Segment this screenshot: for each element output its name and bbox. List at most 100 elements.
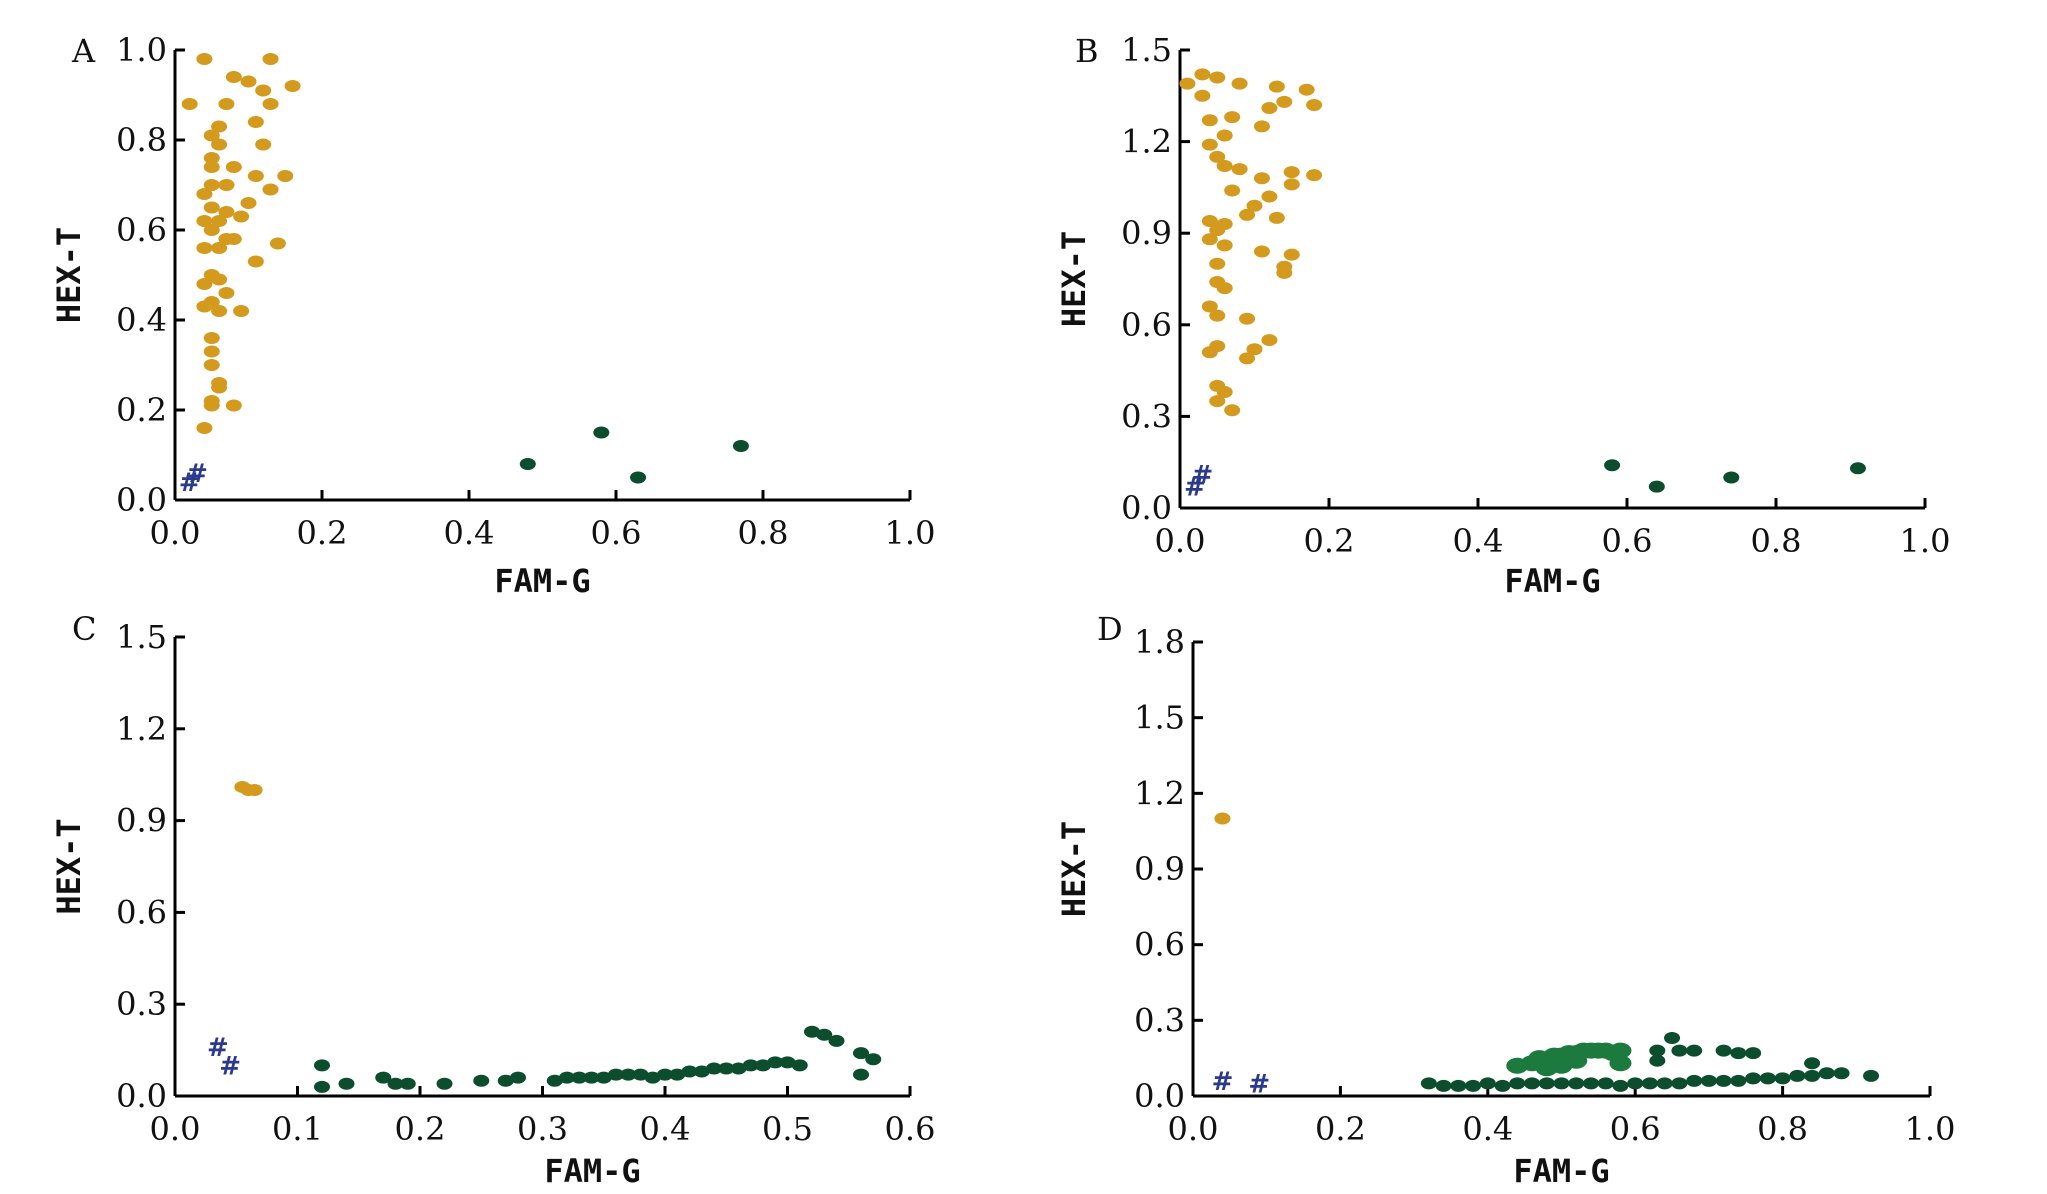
x-tick-label: 0.0 [1155,522,1206,560]
allele-T-point [262,98,279,110]
x-tick-label: 0.8 [1757,1110,1808,1148]
allele-T-point [225,233,242,245]
allele-G-point [314,1059,330,1072]
ntc-point: # [1248,1069,1270,1099]
y-tick-label: 0.3 [1134,1001,1185,1039]
allele-G-point [1582,1077,1599,1090]
allele-T-point [211,273,228,286]
allele-G-point [853,1068,869,1081]
allele-T-point [1209,224,1226,237]
ntc-point: # [1191,460,1213,490]
allele-G-point [1774,1072,1791,1085]
allele-G-point [767,1056,784,1069]
x-tick-label: 0.2 [297,514,348,552]
allele-T-point [1261,334,1278,347]
y-tick-label: 0.6 [1134,926,1185,964]
allele-G-point [1730,1047,1747,1060]
panel-letter: A [71,32,96,70]
y-tick-label: 1.5 [1134,699,1185,737]
allele-G-point [828,1034,845,1047]
allele-G-point [559,1071,575,1084]
allele-T-point [196,53,213,65]
allele-T-point [1201,233,1218,246]
x-tick-label: 0.6 [1610,1110,1661,1148]
panel-b-scatter: 0.0 0.2 0.4 0.6 0.8 1.0 0.0 0.3 0.6 0.9 1.2 1.5 B FAM… [1055,31,1950,600]
allele-G-point [1686,1074,1703,1087]
allele-G-point [1450,1079,1467,1092]
allele-T-point [1216,129,1233,142]
allele-T-point [196,215,213,227]
panel-a-scatter: 0.0 0.2 0.4 0.6 0.8 1.0 0.0 0.2 0.4 0.6 0.8 1.0 A FAM… [50,31,935,600]
allele-T-point [203,345,220,358]
allele-T-point [1224,111,1241,124]
allele-G-point [1789,1069,1806,1082]
y-tick-label: 0.9 [116,802,167,840]
allele-G-point [816,1028,833,1041]
allele-G-point [804,1025,820,1038]
allele-G-point [1612,1079,1629,1092]
allele-T-point [203,201,220,214]
allele-G-point [865,1053,882,1066]
allele-T-point [1209,395,1226,408]
x-tick-label: 0.5 [762,1110,813,1148]
allele-T-point [1209,309,1226,322]
allele-G-point [1568,1077,1585,1090]
allele-T-point [1216,160,1233,173]
allele-T-point [1231,163,1248,176]
x-tick-label: 0.1 [272,1110,323,1148]
allele-G-point [399,1077,416,1090]
allele-T-point [203,332,220,344]
allele-G-point [571,1071,588,1084]
allele-G-point [608,1068,624,1081]
allele-G-point [519,458,536,470]
allele-T-point [1214,812,1231,825]
allele-T-point [1306,169,1323,182]
y-tick-label: 0.6 [1121,306,1172,344]
allele-G-point [742,1059,759,1072]
y-tick-label: 0.8 [116,121,167,159]
y-tick-label: 1.5 [116,618,167,656]
panel-letter: B [1075,32,1099,70]
allele-T-point [247,170,264,182]
y-axis-label: HEX-T [1055,231,1093,327]
allele-T-point [196,242,213,254]
allele-G-point [497,1074,514,1087]
allele-T-point [225,399,242,412]
x-tick-label: 0.6 [885,1110,936,1148]
y-tick-label: 0.9 [1121,214,1172,252]
allele-G-point [1494,1079,1511,1092]
allele-G-point [1715,1044,1732,1057]
allele-T-point [1216,239,1233,252]
allele-G-point [1686,1044,1703,1057]
allele-G-point [1700,1074,1717,1087]
allele-T-point [246,784,263,796]
allele-G-point [630,471,647,484]
allele-T-point [203,129,220,142]
allele-G-point [755,1059,771,1072]
allele-G-point [1715,1074,1732,1087]
x-tick-label: 1.0 [885,514,936,552]
allele-T-point [203,399,220,412]
allele-G-point [595,1071,612,1084]
allele-T-point [1239,312,1256,325]
allele-G-point [1604,459,1621,472]
allele-G-point [732,440,749,452]
allele-T-point [1298,83,1315,96]
allele-T-point [211,215,228,227]
allele-T-point [203,152,220,164]
allele-G-point [1648,480,1665,493]
allele-T-point [233,210,250,223]
allele-T-point [269,237,286,250]
allele-T-point [203,224,220,236]
allele-T-point [203,359,220,371]
allele-T-point [262,53,279,65]
x-tick-label: 0.0 [150,1110,201,1148]
ntc-point: # [207,1033,229,1063]
y-tick-label: 0.0 [116,1077,167,1115]
x-tick-label: 0.8 [738,514,789,552]
y-tick-label: 0.0 [1121,489,1172,527]
allele-G-point [387,1077,404,1090]
allele-T-point [1283,248,1300,261]
allele-G-point [1553,1077,1570,1090]
allele-G-point [1524,1077,1541,1090]
